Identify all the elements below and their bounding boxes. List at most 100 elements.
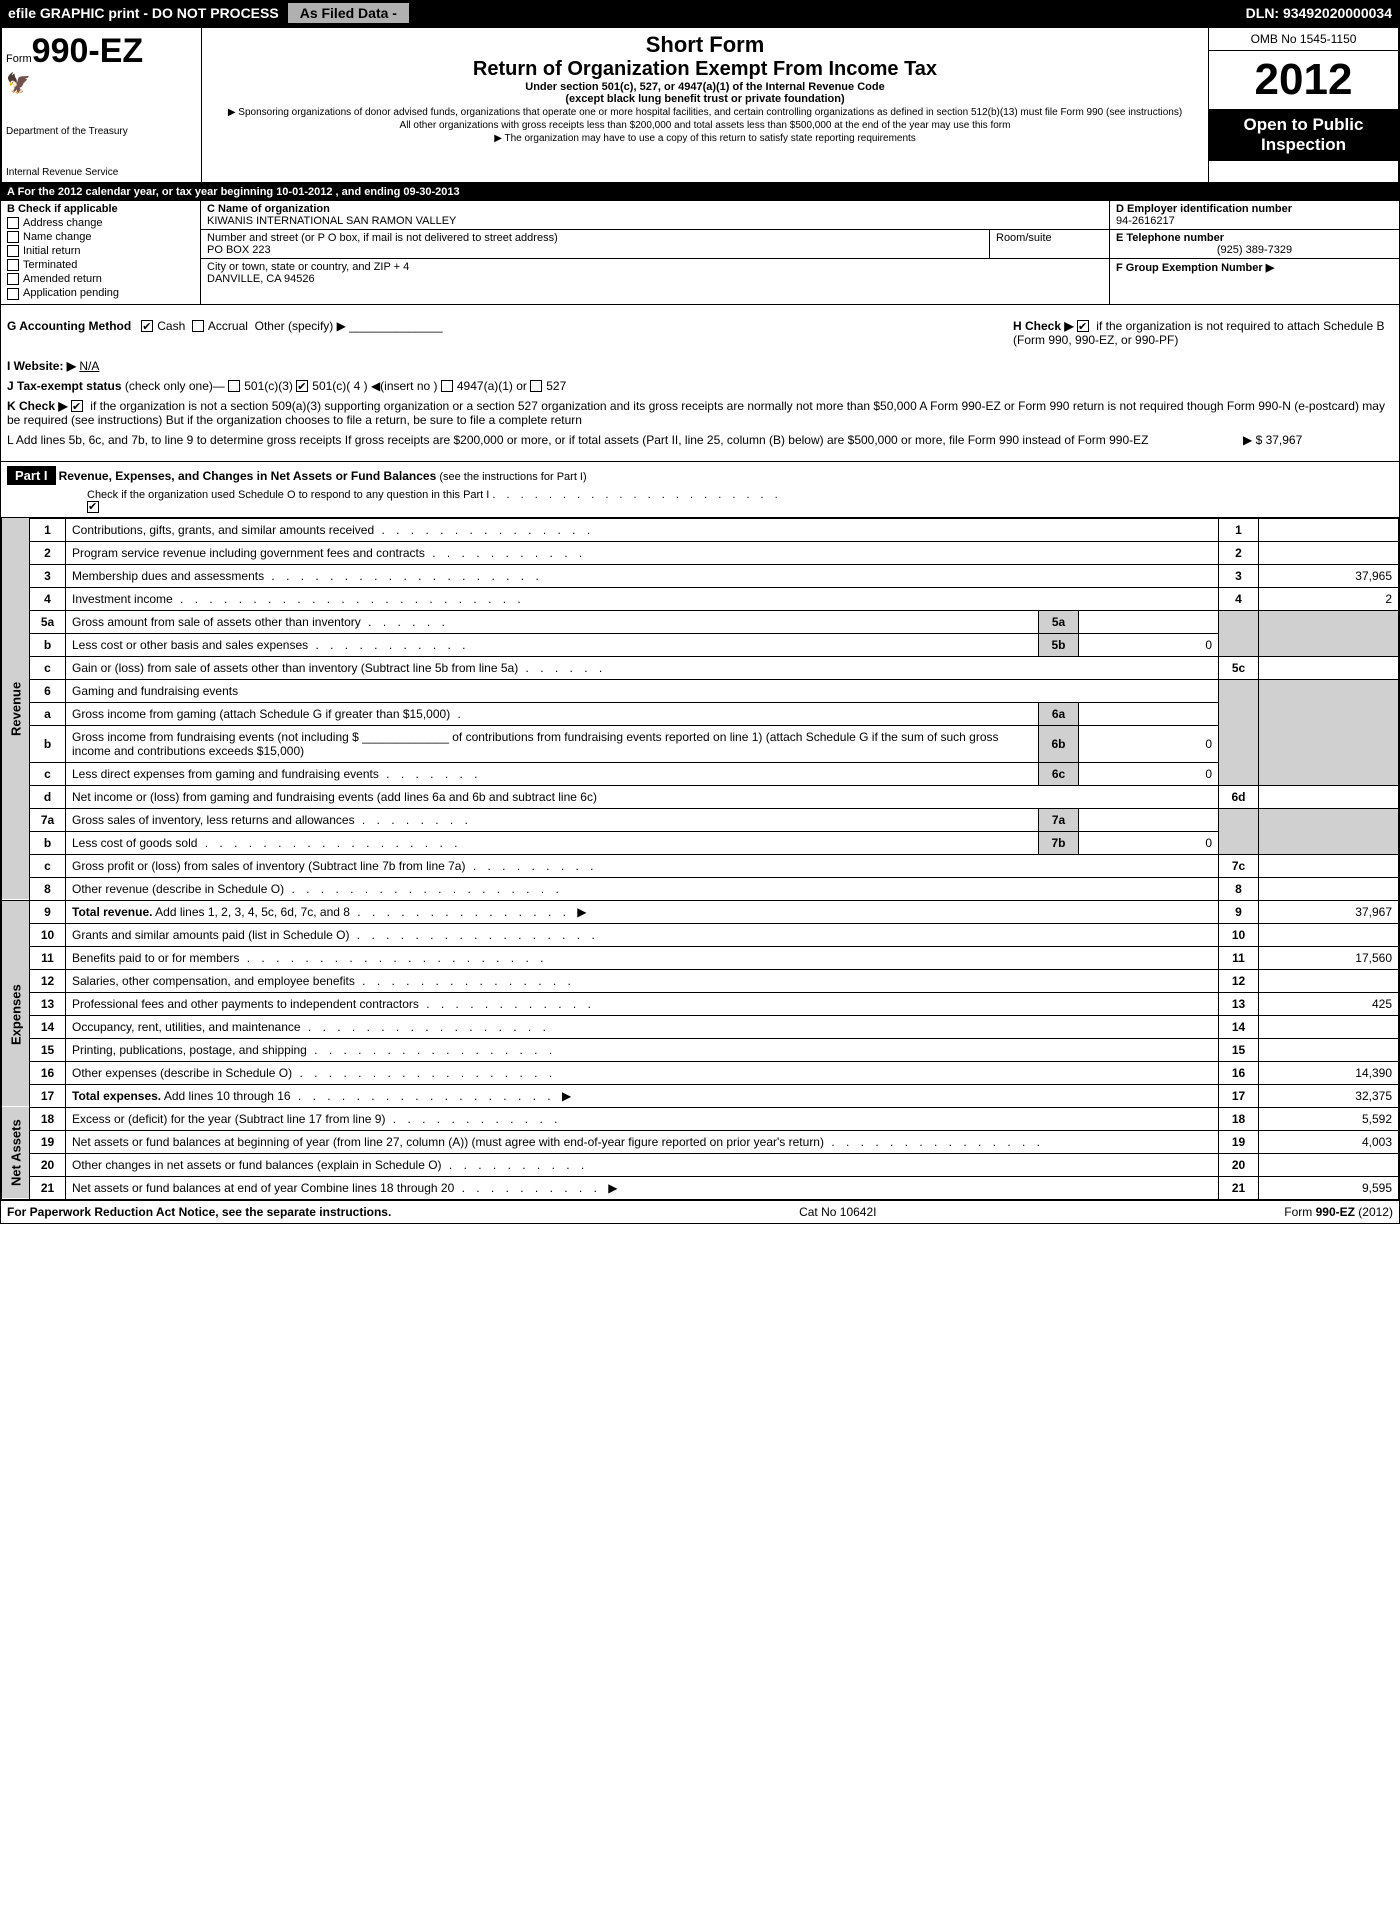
tot-val (1259, 518, 1399, 541)
sub-num: 5b (1039, 633, 1079, 656)
c-addr-label: Number and street (or P O box, if mail i… (207, 232, 989, 244)
tot-num: 17 (1219, 1084, 1259, 1107)
checkbox-501c3[interactable] (228, 380, 240, 392)
except-text: (except black lung benefit trust or priv… (210, 93, 1200, 105)
org-city: DANVILLE, CA 94526 (207, 273, 1103, 285)
line-desc: Gross income from fundraising events (no… (72, 730, 999, 758)
website-value: N/A (79, 359, 99, 373)
gray-cell (1259, 679, 1399, 785)
line-desc-b: Add lines 1, 2, 3, 4, 5c, 6d, 7c, and 8 (152, 905, 349, 919)
line-desc: Contributions, gifts, grants, and simila… (72, 523, 374, 537)
line-desc: Gain or (loss) from sale of assets other… (72, 661, 518, 675)
checkbox-h[interactable] (1077, 320, 1089, 332)
tot-val (1259, 877, 1399, 900)
column-c: C Name of organization KIWANIS INTERNATI… (201, 201, 1109, 304)
tot-num: 8 (1219, 877, 1259, 900)
sub-val: 0 (1079, 633, 1219, 656)
row-a-calendar-year: A For the 2012 calendar year, or tax yea… (0, 184, 1400, 201)
line-desc: Professional fees and other payments to … (72, 997, 419, 1011)
tot-num: 1 (1219, 518, 1259, 541)
dept-treasury: Department of the Treasury (6, 126, 197, 137)
sponsor-text-3: ▶ The organization may have to use a cop… (210, 133, 1200, 144)
line-desc: Total expenses. (72, 1089, 161, 1103)
checkbox-accrual[interactable] (192, 320, 204, 332)
table-row: d Net income or (loss) from gaming and f… (2, 785, 1399, 808)
table-row: 7a Gross sales of inventory, less return… (2, 808, 1399, 831)
table-row: a Gross income from gaming (attach Sched… (2, 702, 1399, 725)
line-num: 16 (30, 1061, 66, 1084)
column-b: B Check if applicable Address change Nam… (1, 201, 201, 304)
sub-num: 5a (1039, 610, 1079, 633)
checkbox-527[interactable] (530, 380, 542, 392)
revenue-label: Revenue (2, 518, 30, 900)
table-row: 13 Professional fees and other payments … (2, 992, 1399, 1015)
line-num: 9 (30, 900, 66, 923)
checkbox-501c[interactable] (296, 380, 308, 392)
line-num: d (30, 785, 66, 808)
checkbox-application-pending[interactable] (7, 288, 19, 300)
table-row: 8 Other revenue (describe in Schedule O)… (2, 877, 1399, 900)
tot-val (1259, 1153, 1399, 1176)
line-desc: Other changes in net assets or fund bala… (72, 1158, 442, 1172)
line-num: 5a (30, 610, 66, 633)
main-table: Revenue 1 Contributions, gifts, grants, … (1, 518, 1399, 1200)
line-desc: Benefits paid to or for members (72, 951, 239, 965)
checkbox-4947[interactable] (441, 380, 453, 392)
omb-number: OMB No 1545-1150 (1209, 28, 1398, 51)
line-num: 14 (30, 1015, 66, 1038)
line-desc: Gross income from gaming (attach Schedul… (72, 707, 450, 721)
j-501c: 501(c)( 4 ) ◀(insert no ) (312, 379, 437, 393)
b-item: Terminated (23, 259, 77, 271)
j-527: 527 (546, 379, 566, 393)
checkbox-k[interactable] (71, 400, 83, 412)
gray-cell (1259, 808, 1399, 854)
footer-left: For Paperwork Reduction Act Notice, see … (7, 1205, 391, 1219)
line-num: 1 (30, 518, 66, 541)
l-value: ▶ $ 37,967 (1243, 433, 1393, 447)
part1-label: Part I (7, 466, 56, 485)
tot-val: 14,390 (1259, 1061, 1399, 1084)
sub-num: 6a (1039, 702, 1079, 725)
line-desc: Less direct expenses from gaming and fun… (72, 767, 379, 781)
tot-num: 7c (1219, 854, 1259, 877)
footer-center: Cat No 10642I (799, 1205, 876, 1219)
tot-num: 2 (1219, 541, 1259, 564)
line-num: 10 (30, 923, 66, 946)
checkbox-amended[interactable] (7, 273, 19, 285)
checkbox-schedule-o[interactable] (87, 501, 99, 513)
tot-val (1259, 923, 1399, 946)
line-num: c (30, 762, 66, 785)
checkbox-name-change[interactable] (7, 231, 19, 243)
table-row: 4 Investment income . . . . . . . . . . … (2, 587, 1399, 610)
line-num: c (30, 656, 66, 679)
line-desc: Gaming and fundraising events (72, 684, 238, 698)
return-title: Return of Organization Exempt From Incom… (210, 58, 1200, 81)
room-suite-label: Room/suite (989, 230, 1109, 258)
tot-val: 425 (1259, 992, 1399, 1015)
line-desc: Membership dues and assessments (72, 569, 264, 583)
tot-val (1259, 969, 1399, 992)
gray-cell (1219, 808, 1259, 854)
line-num: 13 (30, 992, 66, 1015)
top-bar: efile GRAPHIC print - DO NOT PROCESS As … (0, 0, 1400, 26)
line-num: 2 (30, 541, 66, 564)
gray-cell (1219, 610, 1259, 656)
line-num: a (30, 702, 66, 725)
free-section: G Accounting Method Cash Accrual Other (… (0, 305, 1400, 462)
line-num: 8 (30, 877, 66, 900)
checkbox-address-change[interactable] (7, 217, 19, 229)
line-num: 17 (30, 1084, 66, 1107)
sub-val (1079, 702, 1219, 725)
f-label: F Group Exemption Number ▶ (1116, 261, 1393, 274)
j-text: (check only one)— (125, 379, 225, 393)
line-num: b (30, 831, 66, 854)
b-item: Address change (23, 217, 103, 229)
checkbox-initial-return[interactable] (7, 245, 19, 257)
checkbox-terminated[interactable] (7, 259, 19, 271)
org-address: PO BOX 223 (207, 244, 989, 256)
sub-val: 0 (1079, 762, 1219, 785)
tot-num: 21 (1219, 1176, 1259, 1199)
expenses-label: Expenses (2, 923, 30, 1107)
sub-num: 7b (1039, 831, 1079, 854)
checkbox-cash[interactable] (141, 320, 153, 332)
